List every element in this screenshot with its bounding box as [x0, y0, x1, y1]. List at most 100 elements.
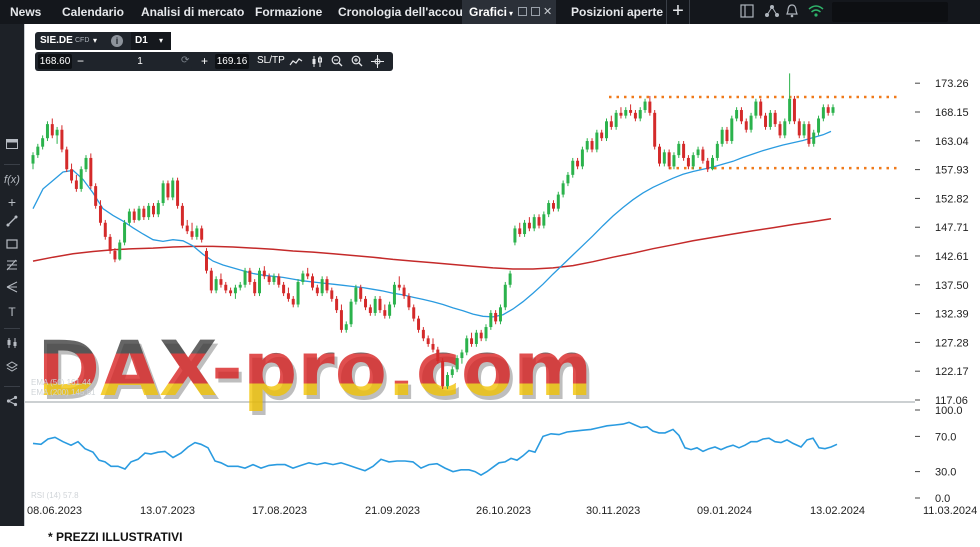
candle-body — [821, 107, 825, 119]
timeframe-select[interactable]: D1 ▾ — [131, 32, 171, 50]
close-icon[interactable]: ✕ — [543, 6, 553, 18]
candle-body — [113, 250, 117, 260]
candle-body — [238, 284, 242, 288]
candle-body — [831, 107, 835, 113]
decrease-quantity-button[interactable]: − — [77, 54, 85, 68]
candle-body — [682, 143, 686, 158]
candle-body — [479, 332, 483, 339]
network-icon[interactable] — [764, 4, 780, 20]
tab-analisi-di-mercato[interactable]: Analisi di mercato — [141, 5, 245, 19]
candle-body — [715, 143, 719, 158]
candle-body — [224, 284, 228, 291]
zoom-out-icon[interactable] — [331, 55, 343, 74]
candle-body — [291, 298, 295, 305]
bell-icon[interactable] — [786, 4, 798, 20]
layers-icon[interactable] — [0, 360, 24, 380]
account-field[interactable] — [832, 2, 948, 22]
sidebar-divider — [4, 164, 20, 165]
refresh-icon[interactable]: ⟳ — [181, 55, 190, 66]
add-tab-button[interactable]: + — [666, 0, 690, 24]
info-icon[interactable]: i — [111, 35, 123, 47]
candle-body — [127, 211, 131, 223]
candle-body — [518, 228, 522, 235]
ema50-series — [32, 130, 832, 318]
zoom-in-icon[interactable] — [351, 55, 363, 74]
candle-body — [494, 312, 498, 322]
chevron-down-icon[interactable]: ▾ — [93, 36, 98, 45]
candle-body — [233, 287, 237, 294]
chart-area[interactable]: DAX-pro.com DAX-pro.com 173.26 168.15 163.… — [24, 24, 980, 526]
candle-body — [431, 343, 435, 350]
detach-icon[interactable] — [518, 7, 527, 16]
tab-cronologia-account[interactable]: Cronologia dell'account — [338, 5, 475, 19]
sell-price-button[interactable]: 168.60 — [38, 54, 72, 69]
candle-body — [219, 279, 223, 285]
timeframe-label: D1 — [135, 35, 148, 46]
candle-body — [556, 194, 560, 209]
candle-body — [200, 228, 204, 240]
candle-body — [55, 129, 59, 136]
candle-body — [629, 110, 633, 113]
candle-body — [498, 307, 502, 322]
candle-body — [335, 298, 339, 311]
tab-news[interactable]: News — [10, 5, 42, 19]
candle-body — [103, 222, 107, 237]
price-tick-label: 137.50 — [935, 280, 969, 292]
crosshair-icon[interactable] — [371, 55, 384, 74]
candle-body — [725, 129, 729, 142]
buy-price-button[interactable]: 169.16 — [215, 54, 249, 69]
candle-body — [624, 110, 628, 116]
layout-icon[interactable] — [740, 4, 754, 20]
maximize-icon[interactable] — [531, 7, 540, 16]
panel-icon[interactable] — [0, 136, 24, 156]
fibonacci-icon[interactable] — [0, 258, 24, 278]
candle-body — [667, 152, 671, 167]
candle-body — [190, 231, 194, 237]
pitchfork-icon[interactable] — [0, 280, 24, 300]
tab-calendario[interactable]: Calendario — [62, 5, 125, 19]
tab-posizioni-aperte[interactable]: Posizioni aperte — [571, 5, 664, 19]
fx-icon[interactable]: f(x) — [4, 174, 20, 186]
line-chart-icon[interactable] — [289, 56, 303, 75]
sltp-button[interactable]: SL/TP — [257, 55, 285, 66]
price-chart[interactable]: DAX-pro.com DAX-pro.com 173.26 168.15 163.… — [25, 24, 980, 526]
tab-formazione[interactable]: Formazione — [255, 5, 323, 19]
candle-type-icon[interactable] — [311, 56, 323, 75]
quantity-input[interactable]: 1 — [88, 54, 192, 69]
candle-body — [306, 273, 310, 277]
candle-body — [166, 183, 170, 198]
candle-body — [788, 98, 792, 122]
drawing-tools-sidebar: f(x) + T — [0, 24, 24, 526]
symbol-label[interactable]: SIE.DE — [40, 35, 73, 46]
share-icon[interactable] — [0, 394, 24, 414]
candle-body — [470, 338, 474, 344]
candle-body — [720, 129, 724, 144]
candle-body — [258, 270, 261, 294]
price-tick-label: 117.06 — [935, 395, 968, 407]
trendline-icon[interactable] — [0, 214, 24, 234]
price-tick-label: 173.26 — [935, 78, 969, 90]
candle-body — [311, 276, 315, 288]
sidebar-divider — [4, 386, 20, 387]
candle-body — [735, 110, 739, 119]
candle-body — [156, 203, 160, 215]
candle-body — [359, 287, 363, 299]
increase-quantity-button[interactable]: + — [201, 54, 209, 68]
candle-body — [542, 214, 546, 226]
rectangle-icon[interactable] — [0, 236, 24, 256]
text-icon[interactable]: T — [8, 305, 16, 319]
indicators-icon[interactable] — [0, 336, 24, 356]
watermark: DAX-pro.com DAX-pro.com — [37, 324, 595, 417]
candle-body — [89, 157, 93, 187]
chevron-down-icon[interactable]: ▾ — [509, 9, 514, 18]
candle-body — [349, 301, 353, 325]
price-tick-label: 157.93 — [935, 165, 969, 177]
candle-body — [807, 124, 811, 144]
rsi-tick-label: 30.0 — [935, 467, 956, 479]
tab-grafici[interactable]: Grafici ▾ ✕ — [462, 0, 556, 24]
candle-body — [368, 307, 372, 313]
candle-body — [503, 284, 507, 308]
crosshair-icon[interactable]: + — [7, 194, 17, 210]
top-nav-bar: News Calendario Analisi di mercato Forma… — [0, 0, 980, 24]
candle-body — [373, 298, 377, 313]
